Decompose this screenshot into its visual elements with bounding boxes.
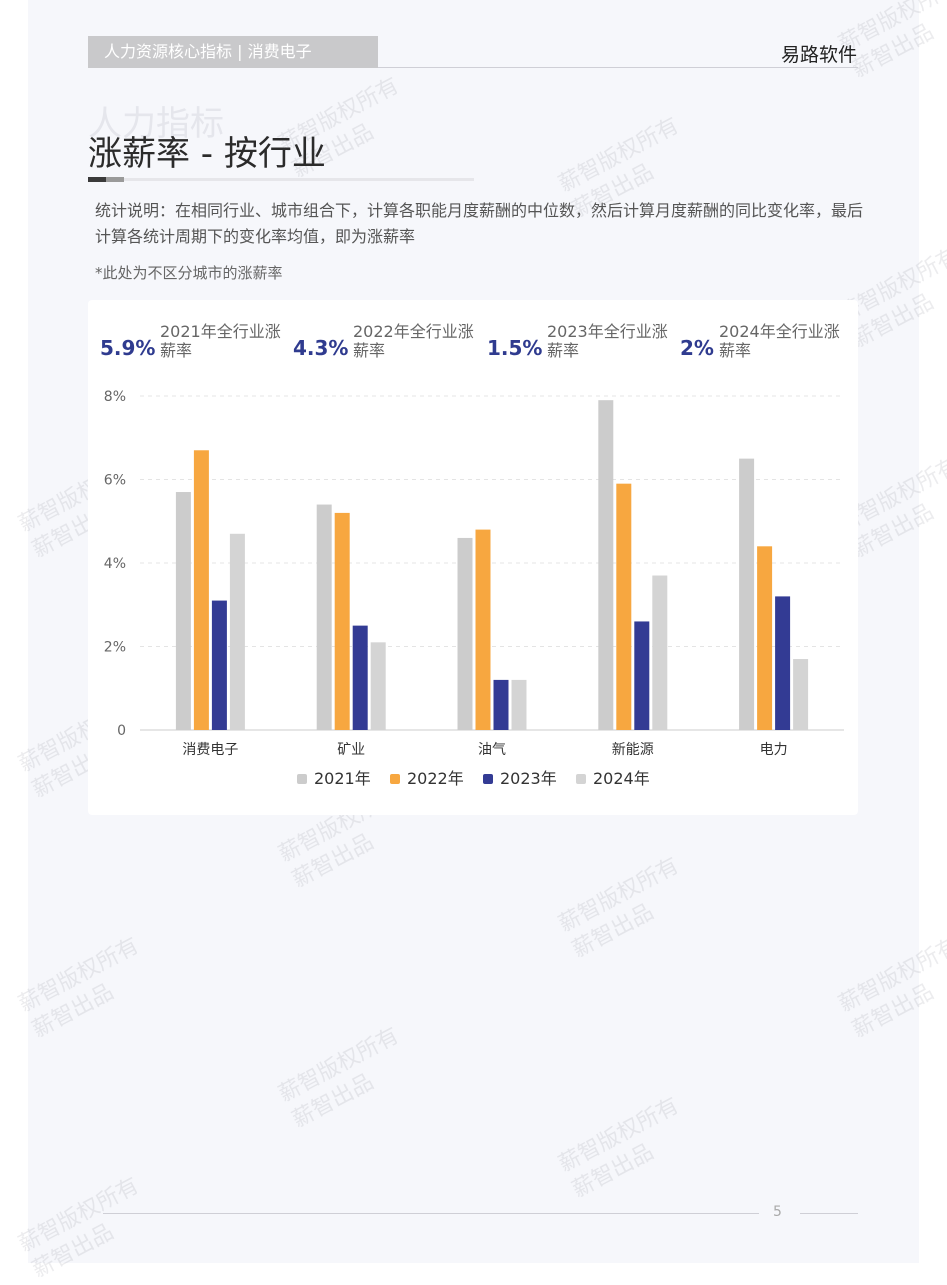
legend-label: 2024年 xyxy=(593,769,650,788)
x-tick-label: 消费电子 xyxy=(182,742,238,758)
bar xyxy=(775,596,791,730)
salary-increase-bar-chart: 0 2% 4% 6% 8% 消费电子 矿业 油气 新能源 电力 2021年 2022年 2023年 202… xyxy=(104,389,844,788)
bar xyxy=(193,450,209,730)
bar xyxy=(511,679,527,730)
legend-label: 2021年 xyxy=(314,769,371,788)
y-tick-label: 2% xyxy=(104,640,126,656)
bar xyxy=(457,537,473,730)
kpi-value: 1.5% xyxy=(487,336,543,360)
page-number: 5 xyxy=(773,1204,782,1220)
city-note: *此处为不区分城市的涨薪率 xyxy=(95,264,283,282)
kpi-label: 2024年全行业涨薪率 xyxy=(719,322,840,360)
page-title: 涨薪率 - 按行业 xyxy=(88,134,326,174)
x-tick-label: 油气 xyxy=(478,742,506,758)
footer-divider-left xyxy=(103,1213,759,1214)
kpi-value: 2% xyxy=(680,336,714,360)
title-underline-mid xyxy=(106,177,124,182)
y-tick-label: 8% xyxy=(104,389,126,405)
bar xyxy=(211,600,227,730)
legend-swatch xyxy=(576,774,586,784)
legend-label: 2023年 xyxy=(500,769,557,788)
legend-swatch xyxy=(390,774,400,784)
bar xyxy=(739,458,755,730)
bar xyxy=(652,575,668,730)
bar xyxy=(598,400,614,730)
kpi-label: 2022年全行业涨薪率 xyxy=(353,322,474,360)
kpi-label: 2023年全行业涨薪率 xyxy=(547,322,668,360)
bar xyxy=(229,533,245,730)
kpi-value: 5.9% xyxy=(100,336,156,360)
x-tick-label: 电力 xyxy=(760,742,788,758)
footer-divider-right xyxy=(800,1213,858,1214)
kpi-label: 2021年全行业涨薪率 xyxy=(160,322,281,360)
bar xyxy=(334,512,350,730)
legend-swatch xyxy=(483,774,493,784)
statistics-description: 统计说明：在相同行业、城市组合下，计算各职能月度薪酬的中位数，然后计算月度薪酬的… xyxy=(95,201,864,246)
bar xyxy=(793,659,809,730)
y-tick-label: 4% xyxy=(104,556,126,572)
bar xyxy=(316,504,332,730)
x-tick-label: 新能源 xyxy=(612,742,654,758)
bar xyxy=(175,492,191,730)
title-underline-dark xyxy=(88,177,106,182)
y-tick-label: 6% xyxy=(104,473,126,489)
header-section-tag: 人力资源核心指标 | 消费电子 xyxy=(88,36,378,68)
ghost-title: 人力指标 xyxy=(88,104,224,144)
y-tick-label: 0 xyxy=(117,723,126,739)
bar xyxy=(475,529,491,730)
bar xyxy=(757,546,773,730)
kpi-value: 4.3% xyxy=(293,336,349,360)
bar xyxy=(493,679,509,730)
bar xyxy=(634,621,650,730)
bar xyxy=(352,625,368,730)
legend-swatch xyxy=(297,774,307,784)
x-tick-label: 矿业 xyxy=(337,742,365,758)
header-brand: 易路软件 xyxy=(780,44,857,66)
legend-label: 2022年 xyxy=(407,769,464,788)
header-divider xyxy=(378,67,858,68)
title-underline-light xyxy=(124,178,474,181)
bar xyxy=(616,483,632,730)
bar xyxy=(370,642,386,730)
